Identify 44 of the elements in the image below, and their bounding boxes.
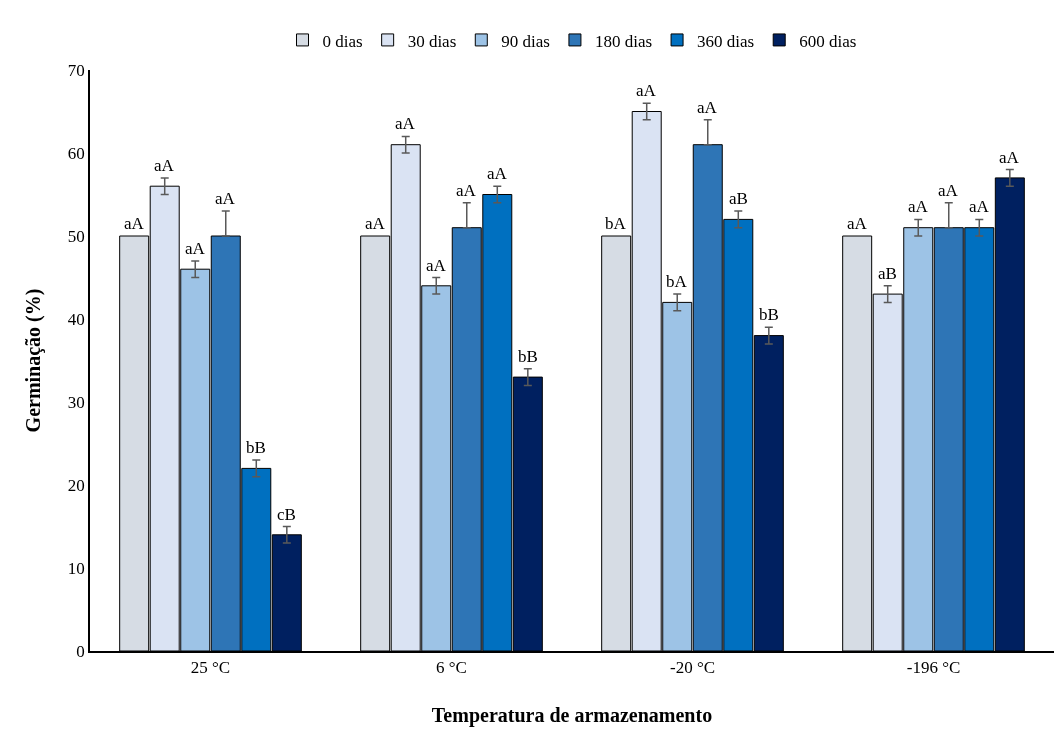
data-label: aB [878,264,897,283]
data-label: bA [666,272,688,291]
y-tick-label: 20 [67,475,85,495]
y-tick-label: 70 [67,60,85,80]
x-tick-label: 6 °C [436,658,467,678]
data-label: aB [729,189,748,208]
data-label: aA [395,114,416,133]
data-label: bB [246,438,266,457]
legend-label: 0 dias [322,31,363,51]
x-tick-label: 25 °C [190,658,231,678]
data-label: bB [759,305,779,324]
data-label: aA [636,81,657,100]
y-tick-label: 50 [67,226,85,246]
data-label: aA [999,148,1020,167]
data-label: aA [426,256,447,275]
legend-label: 30 dias [407,31,457,51]
data-label: aA [215,189,236,208]
data-label: aA [185,239,206,258]
data-label: aA [908,197,929,216]
legend-label: 90 dias [501,31,550,51]
y-axis-title: Germinação (%) [21,288,45,433]
data-label: aA [969,197,990,216]
data-label: aA [847,214,868,233]
x-tick-label: -196 °C [906,658,961,678]
legend-label: 600 dias [799,31,857,51]
y-tick-label: 10 [67,558,85,578]
x-axis-title: Temperatura de armazenamento [431,703,713,727]
y-tick-label: 40 [67,309,85,329]
data-label: aA [938,181,959,200]
data-label: aA [697,98,718,117]
data-label: aA [365,214,386,233]
y-tick-label: 0 [76,641,85,661]
y-tick-label: 30 [67,392,85,412]
data-label: cB [277,505,296,524]
legend-label: 180 dias [594,31,653,51]
data-label: aA [154,156,175,175]
y-tick-label: 60 [67,143,85,163]
data-label: aA [124,214,145,233]
data-label: bB [518,347,538,366]
data-label: bA [605,214,627,233]
data-label: aA [456,181,477,200]
x-tick-label: -20 °C [669,658,716,678]
data-label: aA [487,164,508,183]
legend-label: 360 dias [697,31,755,51]
